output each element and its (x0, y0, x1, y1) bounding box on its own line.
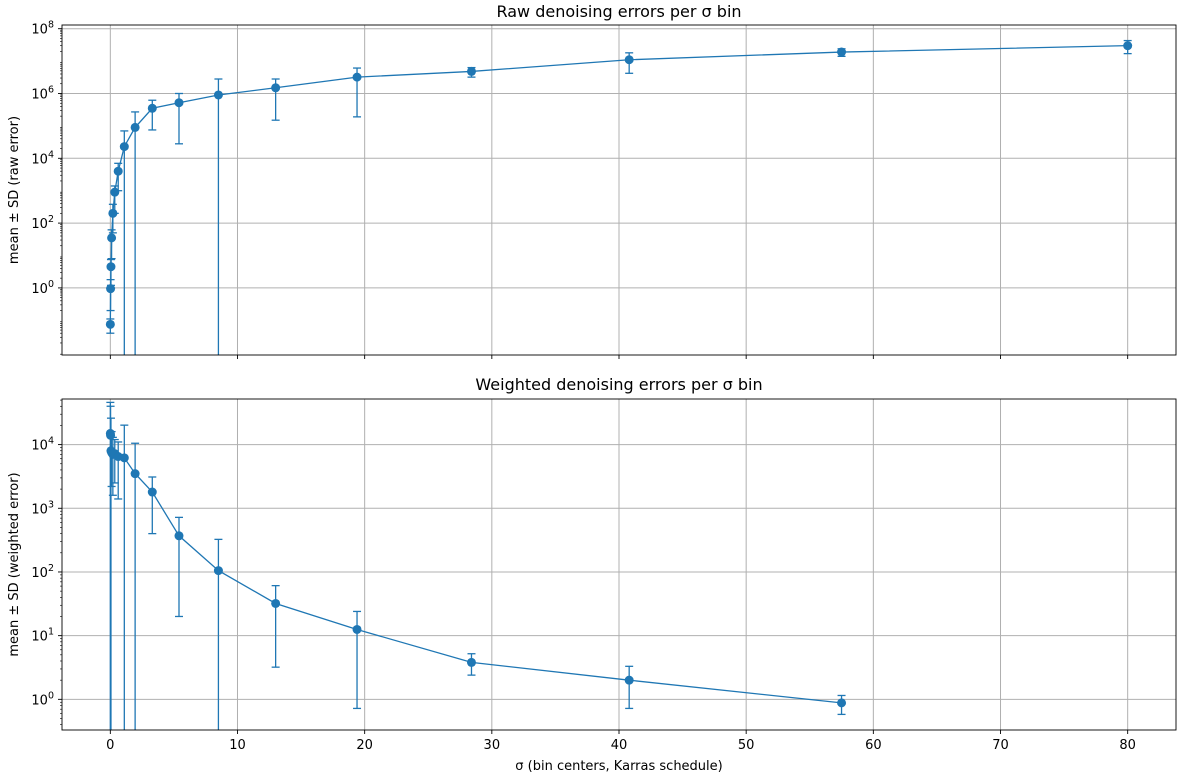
x-tick-label: 20 (356, 738, 373, 753)
data-point (106, 284, 116, 294)
error-bar (625, 665, 634, 710)
x-tick-label: 40 (611, 738, 628, 753)
data-point (466, 66, 476, 76)
y-ticks: 100 102 104 106 108 (31, 20, 62, 297)
x-tick-label: 50 (738, 738, 755, 753)
chart-title: Raw denoising errors per σ bin (496, 2, 741, 21)
data-point (106, 262, 116, 272)
y-tick-label: 103 (31, 499, 54, 517)
y-tick-label: 101 (31, 627, 54, 645)
x-tick-label: 30 (484, 738, 501, 753)
data-point (271, 598, 281, 608)
data-point (1123, 41, 1133, 51)
grid (62, 25, 1176, 355)
series-line (109, 44, 1128, 325)
y-tick-label: 106 (31, 84, 54, 102)
x-tick-label: 70 (992, 738, 1009, 753)
raw-error-panel: 100 102 104 106 108 Raw denoising errors per … (7, 2, 1177, 359)
data-point (213, 90, 223, 100)
data-point (271, 83, 281, 93)
data-point (105, 319, 115, 329)
data-point (624, 675, 634, 685)
y-tick-label: 100 (31, 690, 54, 708)
data-point (352, 72, 362, 82)
weighted-error-panel: 0 10 20 30 40 50 60 70 80 100 101 102 103 104 Weighted… (7, 375, 1177, 774)
data-point (130, 469, 140, 479)
x-tick-label: 10 (229, 738, 246, 753)
data-point (174, 531, 184, 541)
x-tick-label: 80 (1119, 738, 1136, 753)
data-point (130, 122, 140, 132)
y-tick-label: 104 (31, 149, 54, 167)
x-tick-label: 0 (106, 738, 114, 753)
data-point (174, 98, 184, 108)
error-bar (214, 78, 223, 355)
y-ticks: 100 101 102 103 104 (31, 436, 62, 708)
error-bar (110, 438, 119, 484)
data-point (466, 657, 476, 667)
data-point (110, 187, 120, 197)
y-tick-label: 108 (31, 20, 54, 38)
x-tick-label: 60 (865, 738, 882, 753)
data-point (108, 208, 118, 218)
x-ticks: 0 10 20 30 40 50 60 70 80 (106, 730, 1136, 753)
data-point (352, 624, 362, 634)
error-bar (131, 111, 140, 355)
data-point (147, 103, 157, 113)
data-point (213, 566, 223, 576)
data-point (147, 487, 157, 497)
x-axis-label: σ (bin centers, Karras schedule) (515, 759, 722, 774)
error-bar (131, 442, 140, 730)
error-bar (120, 424, 129, 730)
y-axis-label: mean ± SD (raw error) (7, 116, 22, 264)
y-axis-label: mean ± SD (weighted error) (7, 472, 22, 656)
error-bar (120, 130, 129, 355)
y-tick-label: 102 (31, 563, 54, 581)
y-tick-label: 104 (31, 436, 54, 454)
data-point (113, 166, 123, 176)
series (105, 401, 847, 730)
data-point (107, 233, 117, 243)
data-point (624, 55, 634, 65)
chart-title: Weighted denoising errors per σ bin (475, 375, 762, 394)
error-bar (148, 476, 157, 535)
error-bar (271, 584, 280, 668)
series (105, 39, 1133, 355)
grid (62, 399, 1176, 730)
y-tick-label: 100 (31, 279, 54, 297)
data-point (119, 142, 129, 152)
data-point (837, 47, 847, 57)
data-point (106, 430, 116, 440)
data-point (119, 453, 129, 463)
y-tick-label: 102 (31, 214, 54, 232)
x-ticks (109, 355, 1129, 359)
data-point (837, 698, 847, 708)
